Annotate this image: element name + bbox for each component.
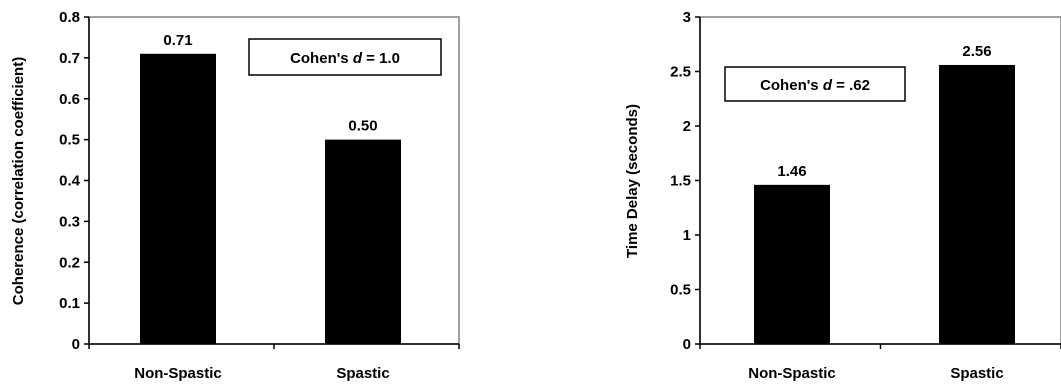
category-labels: Non-Spastic Spastic (748, 365, 1003, 382)
data-labels: 1.46 2.56 (777, 43, 991, 180)
bars (140, 53, 401, 344)
annotation-var: d (823, 77, 833, 94)
y-ticks: 0 0.1 0.2 0.3 0.4 0.5 0.6 0.7 0.8 (59, 9, 89, 353)
y-tick-label: 3 (683, 9, 691, 26)
annotation-prefix: Cohen's (760, 77, 823, 94)
y-tick-label: 0 (72, 336, 80, 353)
bar (325, 139, 401, 344)
annotation-var: d (353, 50, 363, 67)
cohens-d-annotation: Cohen's d = .62 (724, 66, 906, 102)
y-axis-label: Time Delay (seconds) (624, 104, 641, 258)
data-label: 0.50 (348, 118, 377, 135)
annotation-suffix: = .62 (832, 77, 870, 94)
y-axis-label: Coherence (correlation coefficient) (10, 57, 27, 305)
annotation-suffix: = 1.0 (362, 50, 400, 67)
coherence-chart: 0 0.1 0.2 0.3 0.4 0.5 0.6 0.7 0.8 0.71 0.50 Non-S… (10, 9, 460, 382)
bar (140, 53, 216, 344)
x-ticks (88, 344, 460, 349)
y-tick-label: 0.8 (59, 9, 80, 26)
y-tick-label: 1.5 (670, 173, 691, 190)
y-tick-label: 0.6 (59, 91, 80, 108)
cohens-d-annotation: Cohen's d = 1.0 (248, 38, 442, 76)
bars (754, 64, 1015, 345)
data-labels: 0.71 0.50 (163, 32, 377, 135)
category-label: Spastic (336, 365, 389, 382)
y-tick-label: 0.4 (59, 173, 81, 190)
bar (754, 184, 830, 344)
y-tick-label: 0 (683, 336, 691, 353)
y-tick-label: 0.2 (59, 254, 80, 271)
category-labels: Non-Spastic Spastic (134, 365, 389, 382)
category-label: Non-Spastic (748, 365, 836, 382)
y-tick-label: 2 (683, 118, 691, 135)
y-tick-label: 2.5 (670, 64, 691, 81)
data-label: 2.56 (962, 43, 991, 60)
bar (939, 64, 1015, 345)
x-ticks (699, 344, 1061, 349)
y-ticks: 0 0.5 1 1.5 2 2.5 3 (670, 9, 700, 353)
category-label: Spastic (950, 365, 1003, 382)
y-tick-label: 0.5 (670, 282, 691, 299)
y-tick-label: 0.5 (59, 132, 80, 149)
y-tick-label: 0.7 (59, 50, 80, 67)
data-label: 0.71 (163, 32, 192, 49)
annotation-prefix: Cohen's (290, 50, 353, 67)
y-tick-label: 1 (683, 227, 691, 244)
data-label: 1.46 (777, 163, 806, 180)
time-delay-chart: 0 0.5 1 1.5 2 2.5 3 1.46 2.56 Non-Spastic Spasti… (624, 9, 1061, 382)
y-tick-label: 0.3 (59, 213, 80, 230)
svg-text:Cohen's d = .62: Cohen's d = .62 (760, 77, 870, 94)
y-tick-label: 0.1 (59, 295, 80, 312)
category-label: Non-Spastic (134, 365, 222, 382)
svg-text:Cohen's d = 1.0: Cohen's d = 1.0 (290, 50, 400, 67)
